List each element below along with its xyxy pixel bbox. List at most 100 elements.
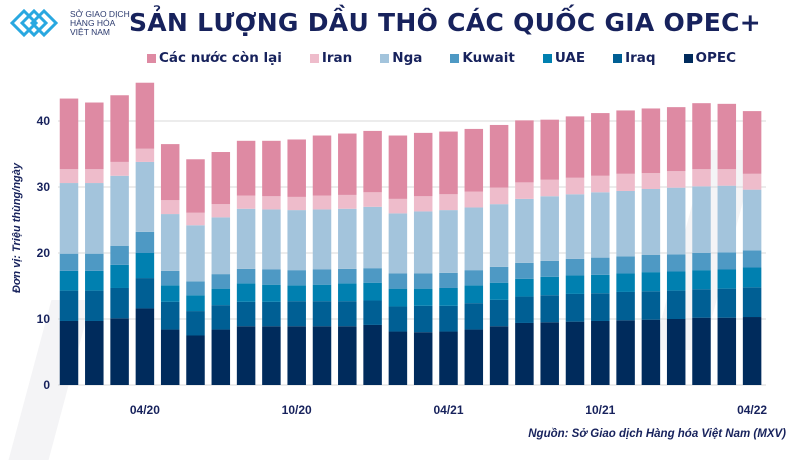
x-tick-label: 04/21 — [433, 403, 463, 417]
bar-segment-kuwait — [591, 257, 610, 275]
bar-segment-iran — [110, 161, 129, 176]
bar-segment-kuwait — [110, 245, 129, 265]
bar-segment-uae — [85, 270, 104, 291]
bar-segment-opec — [262, 326, 281, 385]
bar-segment-opec — [388, 331, 408, 385]
bar-segment-opec — [464, 329, 484, 385]
bar-segment-uae — [666, 271, 686, 291]
bar-segment-iran — [211, 204, 231, 218]
bar-segment-nga — [489, 204, 509, 267]
bar-segment-các-nước-còn-lại — [616, 110, 635, 174]
bar-segment-iran — [287, 196, 306, 211]
legend-swatch — [147, 53, 156, 63]
bar-segment-kuwait — [565, 258, 585, 276]
bar-segment-iran — [666, 171, 686, 188]
chart-title: SẢN LƯỢNG DẦU THÔ CÁC QUỐC GIA OPEC+ — [128, 8, 762, 37]
bar-segment-kuwait — [312, 269, 332, 285]
bar-segment-các-nước-còn-lại — [312, 135, 332, 196]
bar-segment-nga — [692, 186, 711, 253]
bar-segment-kuwait — [338, 268, 357, 284]
logo-icon — [10, 8, 58, 38]
bar-segment-kuwait — [413, 273, 433, 289]
bar-segment-các-nước-còn-lại — [110, 95, 129, 162]
x-tick-label: 04/22 — [737, 403, 767, 417]
bar-segment-các-nước-còn-lại — [565, 116, 585, 178]
bar-segment-uae — [540, 276, 559, 296]
bar-segment-opec — [692, 317, 711, 385]
bar-segment-các-nước-còn-lại — [464, 128, 484, 192]
legend-item: Iran — [309, 50, 353, 66]
bar-segment-iraq — [565, 293, 585, 322]
bar-segment-các-nước-còn-lại — [489, 124, 509, 188]
bar-segment-các-nước-còn-lại — [59, 98, 79, 170]
bar-segment-nga — [641, 188, 661, 255]
bar-segment-uae — [236, 283, 256, 302]
bar-segment-các-nước-còn-lại — [666, 107, 686, 172]
bar-segment-opec — [666, 319, 686, 385]
bar-segment-kuwait — [186, 281, 205, 296]
bar-segment-opec — [186, 335, 205, 385]
legend-label: UAE — [554, 50, 586, 66]
bar-segment-opec — [717, 317, 737, 385]
bar-segment-opec — [85, 320, 104, 385]
bar-segment-các-nước-còn-lại — [388, 135, 408, 199]
legend-item: Các nước còn lại — [147, 50, 282, 66]
bar-segment-uae — [692, 270, 711, 290]
legend-label: Nga — [392, 50, 423, 66]
bar-segment-iran — [388, 198, 408, 214]
bar-segment-nga — [515, 198, 534, 263]
bar-segment-nga — [59, 183, 79, 254]
bar-segment-nga — [338, 208, 357, 269]
bar-segment-nga — [211, 217, 231, 275]
bar-segment-iran — [464, 191, 484, 208]
y-tick-label: 10 — [37, 312, 51, 326]
bar-segment-uae — [439, 287, 458, 306]
bar-segment-kuwait — [489, 266, 509, 283]
y-tick-label: 0 — [43, 378, 50, 392]
bar-segment-iraq — [110, 287, 129, 319]
bar-segment-uae — [186, 295, 205, 312]
bar-segment-nga — [413, 211, 433, 274]
bar-segment-iraq — [540, 295, 559, 323]
bar-segment-nga — [110, 175, 129, 246]
bar-segment-kuwait — [59, 253, 79, 271]
bar-segment-iraq — [388, 306, 408, 332]
bar-segment-uae — [641, 272, 661, 292]
bar-segment-opec — [363, 324, 382, 385]
bar-segment-nga — [565, 194, 585, 259]
bar-segment-iran — [439, 194, 458, 211]
bar-segment-các-nước-còn-lại — [85, 102, 104, 170]
bar-segment-các-nước-còn-lại — [262, 140, 281, 197]
bar-segment-kuwait — [439, 272, 458, 288]
bar-segment-iraq — [489, 299, 509, 327]
bar-segment-opec — [160, 329, 180, 385]
bar-segment-nga — [287, 210, 306, 271]
bar-segment-kuwait — [641, 254, 661, 273]
bar-segment-iran — [540, 179, 559, 197]
bar-segment-opec — [135, 308, 155, 385]
bar-segment-uae — [591, 274, 610, 294]
bar-segment-kuwait — [160, 270, 180, 286]
bar-segment-iraq — [363, 300, 382, 325]
bar-segment-iraq — [135, 278, 155, 309]
bar-segment-iran — [641, 173, 661, 189]
bar-segment-các-nước-còn-lại — [236, 140, 256, 196]
bar-segment-iran — [338, 194, 357, 209]
bar-segment-kuwait — [135, 231, 155, 253]
bar-segment-opec — [110, 318, 129, 385]
bar-segment-iran — [312, 195, 332, 210]
bar-segment-uae — [110, 264, 129, 288]
legend-swatch — [683, 53, 693, 63]
bar-segment-iraq — [413, 305, 433, 333]
bar-segment-nga — [85, 183, 104, 254]
legend-label: Iran — [321, 50, 353, 66]
bar-segment-iraq — [666, 290, 686, 319]
legend-item: Nga — [380, 50, 422, 66]
bar-segment-opec — [413, 332, 433, 385]
bar-segment-iraq — [312, 301, 332, 327]
bar-segment-iraq — [186, 311, 205, 336]
logo-line: VIỆT NAM — [70, 27, 110, 37]
bar-segment-uae — [717, 269, 737, 289]
bar-segment-uae — [135, 253, 155, 279]
bar-segment-nga — [236, 208, 256, 269]
